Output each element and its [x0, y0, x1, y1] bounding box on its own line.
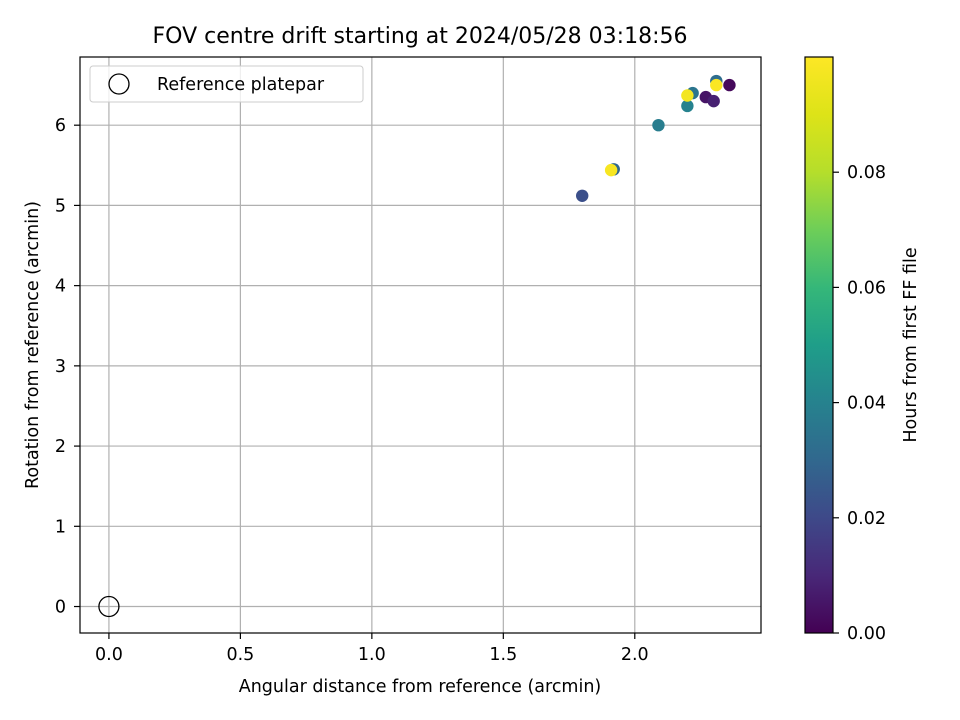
chart-title: FOV centre drift starting at 2024/05/28 … [153, 24, 688, 49]
y-tick-label: 2 [55, 437, 66, 457]
legend-marker-icon [108, 73, 130, 95]
x-tick-label: 0.0 [95, 645, 123, 665]
y-tick-label: 0 [55, 598, 66, 618]
x-tick-label: 1.5 [489, 645, 517, 665]
colorbar-gradient [804, 56, 834, 634]
colorbar-ticks: 0.00 0.02 0.04 0.06 0.08 [833, 163, 886, 644]
y-tick-label: 5 [55, 196, 66, 216]
x-tick-label: 2.0 [621, 645, 649, 665]
plot-frame [79, 56, 762, 634]
legend-label: Reference platepar [157, 75, 325, 95]
colorbar-tick-label: 0.04 [847, 394, 886, 414]
colorbar-tick-label: 0.02 [847, 509, 886, 529]
x-axis-label: Angular distance from reference (arcmin) [239, 677, 602, 697]
legend: Reference platepar [89, 65, 364, 103]
y-axis-label: Rotation from reference (arcmin) [23, 201, 43, 489]
y-tick-label: 6 [55, 116, 66, 136]
scatter-point [576, 189, 589, 202]
colorbar: 0.00 0.02 0.04 0.06 0.08 Hours from first FF… [804, 56, 921, 644]
colorbar-tick-label: 0.06 [847, 278, 886, 298]
scatter-point [681, 99, 694, 113]
colorbar-tick-label: 0.00 [847, 624, 886, 644]
scatter-point [723, 78, 736, 92]
grid-lines [80, 57, 761, 633]
x-tick-label: 1.0 [358, 645, 386, 665]
reference-platepar-marker [98, 595, 120, 618]
x-tick-label: 0.5 [226, 645, 254, 665]
y-tick-label: 1 [55, 517, 66, 537]
scatter-point [707, 94, 720, 108]
legend-box [89, 65, 364, 103]
scatter-point [710, 78, 723, 92]
colorbar-label: Hours from first FF file [901, 247, 921, 442]
y-tick-label: 4 [55, 277, 66, 297]
scatter-points [98, 74, 736, 618]
scatter-point [604, 163, 618, 177]
axis-ticks: 0.0 0.5 1.0 1.5 2.0 0 1 2 3 4 5 6 [55, 116, 649, 665]
scatter-point [681, 89, 694, 102]
scatter-point [652, 118, 665, 132]
y-tick-label: 3 [55, 357, 66, 377]
colorbar-tick-label: 0.08 [847, 163, 886, 183]
